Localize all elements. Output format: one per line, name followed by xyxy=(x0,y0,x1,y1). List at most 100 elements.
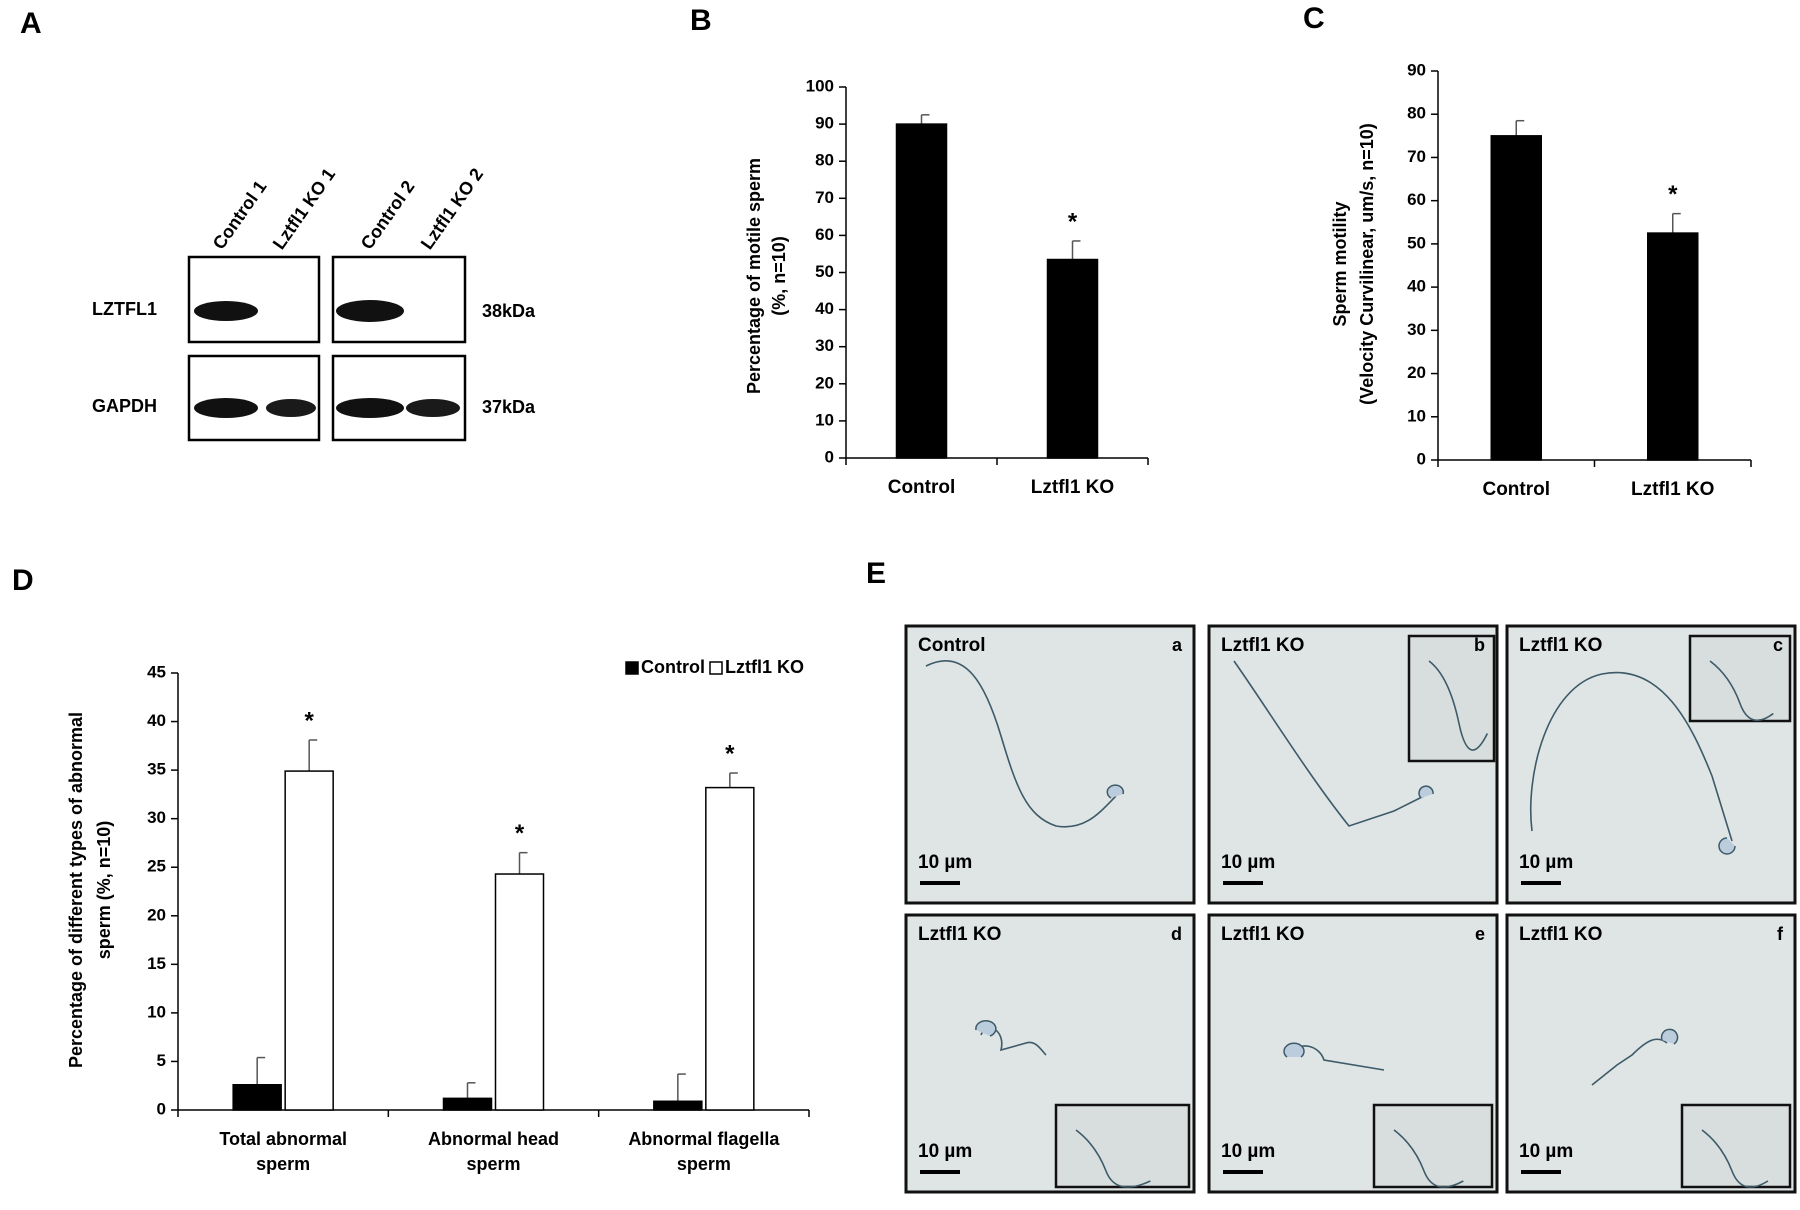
blot-band xyxy=(194,398,258,418)
significance-label: * xyxy=(725,740,735,767)
bar xyxy=(284,770,334,1111)
y-axis-label: Sperm motility xyxy=(1330,201,1350,326)
y-tick-label: 10 xyxy=(1407,406,1426,425)
y-tick-label: 30 xyxy=(815,336,834,355)
bar xyxy=(653,1100,703,1111)
blot-band xyxy=(266,399,316,417)
y-tick-label: 50 xyxy=(815,262,834,281)
inset-frame xyxy=(1688,634,1792,723)
scale-label: 10 µm xyxy=(918,852,972,873)
blot-row-label: LZTFL1 xyxy=(92,299,157,319)
sperm-head xyxy=(1418,785,1434,799)
y-tick-label: 0 xyxy=(157,1099,166,1118)
lane-label: Lztfl1 KO 2 xyxy=(417,165,487,253)
inset-sperm xyxy=(1393,1129,1464,1188)
x-tick-label: sperm xyxy=(466,1154,520,1174)
bar xyxy=(1647,232,1699,461)
y-tick-label: 10 xyxy=(147,1002,166,1021)
y-tick-label: 20 xyxy=(1407,363,1426,382)
micrograph: Lztfl1 KO d 10 µm xyxy=(904,913,1196,1194)
y-tick-label: 30 xyxy=(147,808,166,827)
inset-frame xyxy=(1407,634,1496,763)
micrograph-label: Lztfl1 KO xyxy=(1221,635,1304,656)
y-tick-label: 90 xyxy=(815,114,834,133)
panel-letter: A xyxy=(20,7,42,40)
blot-size: 37kDa xyxy=(482,397,536,417)
inset-sperm xyxy=(1709,660,1774,722)
micrograph: Lztfl1 KO f 10 µm xyxy=(1505,913,1797,1194)
y-tick-label: 20 xyxy=(815,373,834,392)
sperm-cell xyxy=(925,659,1117,828)
sperm-head xyxy=(975,1020,997,1037)
scale-label: 10 µm xyxy=(1519,1141,1573,1162)
micrograph-letter: f xyxy=(1777,924,1784,944)
inset-sperm xyxy=(1075,1129,1151,1188)
lane-label: Control 1 xyxy=(209,177,271,253)
y-tick-label: 50 xyxy=(1407,233,1426,252)
y-tick-label: 60 xyxy=(815,225,834,244)
micrograph-letter: d xyxy=(1171,924,1182,944)
x-tick-label: Lztfl1 KO xyxy=(1031,477,1114,498)
y-axis-label: (Velocity Curvilinear, um/s, n=10) xyxy=(1357,123,1377,405)
panel-letter: C xyxy=(1303,2,1325,35)
y-tick-label: 10 xyxy=(815,410,834,429)
bar xyxy=(705,786,755,1111)
bar xyxy=(1046,258,1099,459)
blot-row-label: GAPDH xyxy=(92,396,157,416)
y-tick-label: 0 xyxy=(1417,449,1426,468)
blot-box xyxy=(331,354,467,442)
y-tick-label: 90 xyxy=(1407,60,1426,79)
micrograph-label: Lztfl1 KO xyxy=(1221,924,1304,945)
panel-letter: D xyxy=(12,564,34,597)
y-tick-label: 0 xyxy=(825,447,834,466)
y-tick-label: 35 xyxy=(147,760,166,779)
x-tick-label: Control xyxy=(888,477,956,498)
micrograph: Lztfl1 KO b 10 µm xyxy=(1207,624,1499,905)
sperm-cell xyxy=(1529,671,1733,842)
y-axis-label: Percentage of motile sperm xyxy=(744,158,764,394)
micrograph-letter: c xyxy=(1773,635,1783,655)
micrograph-label: Control xyxy=(918,635,986,656)
sperm-head xyxy=(1718,837,1736,855)
y-tick-label: 25 xyxy=(147,857,166,876)
y-tick-label: 30 xyxy=(1407,320,1426,339)
sperm-cell xyxy=(1591,1038,1668,1086)
significance-label: * xyxy=(1668,181,1678,208)
blot-band xyxy=(194,301,258,321)
blot-box xyxy=(187,354,321,442)
micrograph-letter: e xyxy=(1475,924,1485,944)
micrograph-letter: a xyxy=(1172,635,1183,655)
blot-box xyxy=(187,255,321,344)
bar xyxy=(232,1084,282,1111)
x-tick-label: Abnormal head xyxy=(428,1129,559,1149)
significance-label: * xyxy=(1068,208,1078,235)
x-tick-label: Lztfl1 KO xyxy=(1631,479,1714,500)
y-tick-label: 60 xyxy=(1407,190,1426,209)
legend-swatch xyxy=(709,661,723,675)
micrograph-label: Lztfl1 KO xyxy=(1519,635,1602,656)
sperm-head xyxy=(1283,1042,1305,1058)
micrograph-frame xyxy=(904,624,1196,905)
x-tick-label: Control xyxy=(1482,479,1550,500)
significance-label: * xyxy=(304,707,314,734)
y-tick-label: 40 xyxy=(147,711,166,730)
bar xyxy=(1490,135,1542,461)
scale-label: 10 µm xyxy=(1221,852,1275,873)
inset-frame xyxy=(1680,1103,1792,1189)
lane-label: Lztfl1 KO 1 xyxy=(269,165,339,253)
bar xyxy=(442,1097,493,1111)
y-tick-label: 80 xyxy=(1407,104,1426,123)
scale-label: 10 µm xyxy=(918,1141,972,1162)
x-tick-label: sperm xyxy=(256,1154,310,1174)
x-tick-label: Total abnormal xyxy=(219,1129,347,1149)
legend-swatch xyxy=(625,661,639,675)
y-tick-label: 70 xyxy=(1407,147,1426,166)
micrograph-label: Lztfl1 KO xyxy=(918,924,1001,945)
inset-sperm xyxy=(1701,1129,1769,1188)
panel-letter: B xyxy=(690,4,712,37)
blot-band xyxy=(336,398,404,418)
lane-label: Control 2 xyxy=(357,177,419,253)
micrograph-label: Lztfl1 KO xyxy=(1519,924,1602,945)
y-tick-label: 100 xyxy=(806,76,834,95)
